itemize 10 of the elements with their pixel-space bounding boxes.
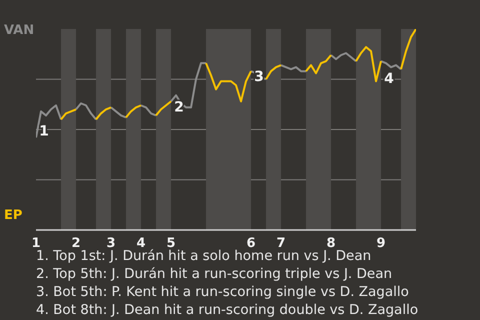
text: 4. Bot 8th: J. Dean hit a run-scoring double vs D. Zagallo [36,301,418,319]
annotation: 1 [39,123,49,140]
annotation: 3 [254,69,264,86]
x-tick-label: 9 [376,236,386,252]
text: 2. Top 5th: J. Durán hit a run-scoring triple vs J. Dean [36,265,394,283]
annotation: 2 [174,99,184,116]
text: EP [4,208,22,224]
text: 3. Bot 5th: P. Kent hit a run-scoring single vs D. Zagallo [36,283,410,301]
text: VAN [4,23,34,39]
annotation: 4 [384,71,394,88]
